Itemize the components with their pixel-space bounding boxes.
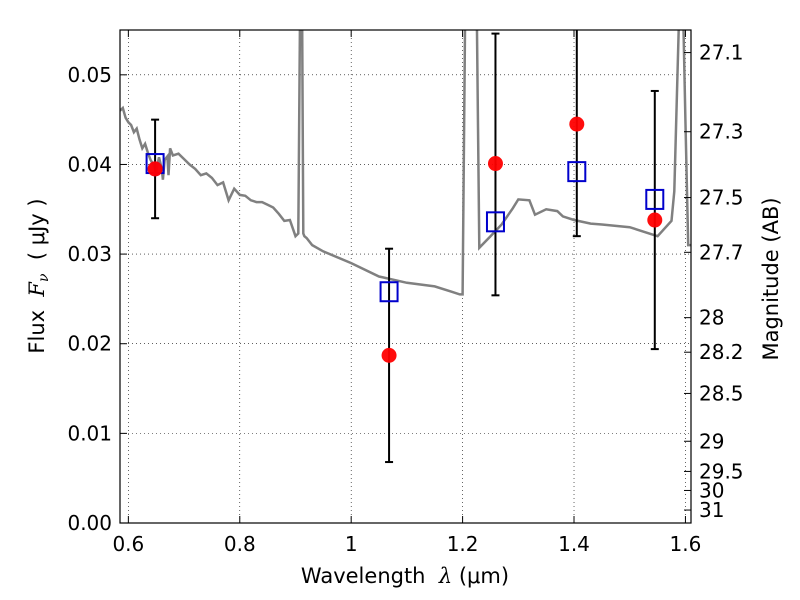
y2-tick-label: 29 bbox=[699, 429, 724, 453]
y2-tick-label: 27.5 bbox=[699, 186, 744, 210]
y2-axis-title: Magnitude (AB) bbox=[759, 197, 783, 360]
y-tick-label: 0.03 bbox=[67, 242, 112, 266]
template-spectrum bbox=[120, 30, 691, 296]
observed-point bbox=[147, 161, 163, 177]
observed-points bbox=[147, 116, 663, 363]
grid-lines bbox=[120, 30, 691, 524]
observed-point bbox=[569, 116, 585, 132]
model-band-point bbox=[379, 281, 399, 303]
y-axis-ticks: 0.00 0.01 0.02 0.03 0.04 0.05 bbox=[67, 63, 127, 535]
model-band-point bbox=[567, 161, 587, 183]
model-band-points bbox=[145, 153, 665, 303]
y-tick-label: 0.04 bbox=[67, 152, 112, 176]
y2-tick-label: 29.5 bbox=[699, 459, 744, 483]
y2-tick-label: 27.3 bbox=[699, 120, 744, 144]
model-band-point bbox=[645, 188, 665, 210]
x-tick-label: 1.4 bbox=[558, 532, 590, 556]
error-bars bbox=[151, 30, 659, 464]
x-tick-label: 1 bbox=[345, 532, 358, 556]
y2-tick-label: 31 bbox=[699, 498, 724, 522]
observed-point bbox=[381, 347, 397, 363]
y2-tick-label: 27.7 bbox=[699, 240, 744, 264]
y2-tick-label: 30 bbox=[699, 478, 724, 502]
y-axis-title: Flux Fν ( μJy ) bbox=[25, 198, 52, 353]
y-tick-label: 0.00 bbox=[67, 511, 112, 535]
plot-frame bbox=[119, 29, 692, 524]
x-tick-label: 0.8 bbox=[224, 532, 256, 556]
template-line bbox=[120, 30, 691, 296]
y2-tick-label: 27.1 bbox=[699, 41, 744, 65]
model-band-point bbox=[485, 211, 505, 233]
y-tick-label: 0.02 bbox=[67, 332, 112, 356]
observed-point bbox=[647, 212, 663, 228]
y-tick-label: 0.01 bbox=[67, 421, 112, 445]
x-tick-label: 0.6 bbox=[112, 532, 144, 556]
x-axis-title: Wavelength λ (μm) bbox=[301, 564, 509, 588]
x-tick-label: 1.6 bbox=[670, 532, 702, 556]
observed-point bbox=[487, 156, 503, 172]
y2-tick-label: 28.5 bbox=[699, 381, 744, 405]
x-tick-label: 1.2 bbox=[447, 532, 479, 556]
y2-tick-label: 28.2 bbox=[699, 340, 744, 364]
y2-tick-label: 28 bbox=[699, 306, 724, 330]
x-axis-ticks: 0.6 0.8 1 1.2 1.4 1.6 bbox=[112, 30, 701, 556]
y-tick-label: 0.05 bbox=[67, 63, 112, 87]
